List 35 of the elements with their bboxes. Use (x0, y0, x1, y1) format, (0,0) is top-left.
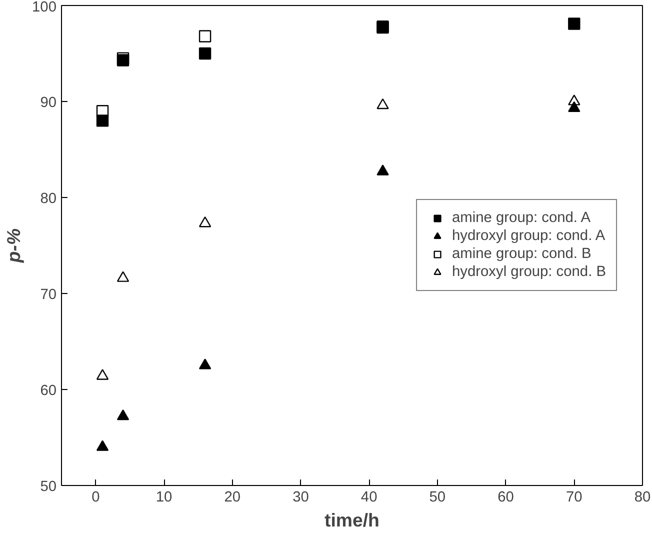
x-axis-title: time/h (324, 510, 380, 530)
y-tick-label: 50 (40, 479, 57, 495)
x-tick-label: 80 (634, 490, 651, 506)
x-tick-label: 60 (498, 490, 514, 506)
y-tick-label: 90 (40, 95, 57, 111)
point (568, 94, 580, 106)
y-axis-title: p-% (3, 228, 24, 264)
legend-label: amine group: cond. B (452, 246, 592, 262)
point (198, 47, 212, 60)
point (376, 164, 389, 176)
x-tick-label: 70 (566, 490, 582, 506)
point (198, 30, 212, 42)
legend-label: hydroxyl group: cond. A (452, 228, 606, 244)
point (116, 409, 130, 420)
point (568, 18, 580, 30)
y-tick-label: 70 (40, 287, 57, 303)
point (96, 369, 109, 380)
x-tick-label: 0 (92, 490, 100, 506)
point (198, 358, 212, 370)
x-tick-label: 40 (360, 490, 378, 506)
x-tick-label: 10 (156, 490, 172, 506)
legend-label: hydroxyl group: cond. B (452, 264, 606, 280)
point (96, 114, 109, 127)
x-tick-label: 30 (292, 490, 309, 506)
point (96, 440, 109, 451)
point (96, 105, 109, 118)
legend-label: amine group: cond. A (452, 210, 591, 226)
y-tick-label: 60 (40, 383, 57, 399)
point (116, 271, 130, 282)
point (198, 216, 212, 228)
point (376, 98, 389, 110)
y-tick-label: 100 (32, 0, 57, 16)
x-tick-label: 20 (224, 490, 241, 506)
x-tick-label: 50 (429, 490, 446, 506)
y-tick-label: 80 (40, 191, 57, 207)
